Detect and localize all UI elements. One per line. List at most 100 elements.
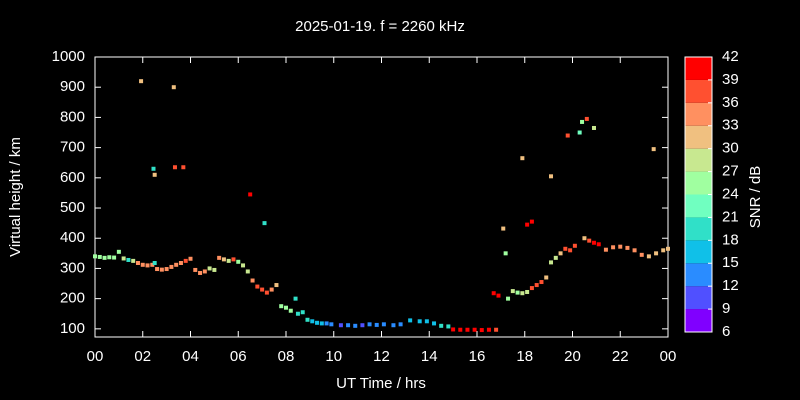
point	[529, 219, 534, 224]
y-tick-label: 300	[60, 259, 85, 276]
point	[152, 172, 157, 177]
point	[221, 257, 226, 262]
y-tick-label: 200	[60, 290, 85, 307]
point	[651, 147, 656, 152]
point	[245, 269, 250, 274]
point	[563, 246, 568, 251]
x-tick-label: 16	[469, 348, 486, 365]
x-tick-label: 08	[278, 348, 295, 365]
y-axis-label: Virtual height / km	[7, 137, 24, 257]
point	[515, 290, 520, 295]
colorbar-bin	[685, 102, 712, 126]
colorbar-tick-label: 18	[722, 231, 739, 248]
y-tick-label: 1000	[52, 48, 85, 65]
x-tick-label: 04	[182, 348, 199, 365]
point	[151, 166, 156, 171]
x-tick-label: 10	[325, 348, 342, 365]
point	[486, 327, 491, 332]
point	[591, 125, 596, 130]
x-tick-label: 14	[421, 348, 438, 365]
point	[391, 323, 396, 328]
point	[549, 260, 554, 265]
colorbar-bin	[685, 309, 712, 332]
point	[181, 165, 186, 170]
point	[577, 130, 582, 135]
colorbar-bin	[685, 240, 712, 264]
point	[169, 264, 174, 269]
point	[178, 260, 183, 265]
point	[408, 318, 413, 323]
point	[544, 275, 549, 280]
colorbar-tick-label: 36	[722, 94, 739, 111]
colorbar-bin	[685, 286, 712, 310]
point	[654, 251, 659, 256]
point	[661, 248, 666, 253]
colorbar-tick-label: 6	[722, 323, 730, 340]
point	[646, 254, 651, 259]
point	[288, 308, 293, 313]
point	[172, 165, 177, 170]
x-tick-label: 06	[230, 348, 247, 365]
point	[525, 289, 530, 294]
point	[212, 267, 217, 272]
y-tick-label: 600	[60, 169, 85, 186]
point	[603, 247, 608, 252]
point	[112, 255, 117, 260]
y-tick-label: 500	[60, 199, 85, 216]
point	[491, 291, 496, 296]
point	[183, 258, 188, 263]
point	[553, 255, 558, 260]
point	[346, 323, 351, 328]
point	[439, 323, 444, 328]
colorbar-tick-label: 30	[722, 140, 739, 157]
point	[207, 266, 212, 271]
point	[255, 284, 260, 289]
point	[139, 79, 144, 84]
x-tick-label: 22	[612, 348, 629, 365]
point	[188, 256, 193, 261]
point	[279, 304, 284, 309]
x-tick-label: 12	[373, 348, 390, 365]
point	[226, 258, 231, 263]
point	[305, 317, 310, 322]
point	[241, 263, 246, 268]
point	[534, 283, 539, 288]
point	[501, 226, 506, 231]
point	[121, 256, 126, 261]
point	[596, 242, 601, 247]
point	[525, 222, 530, 227]
point	[424, 319, 429, 324]
point	[398, 322, 403, 327]
y-tick-label: 900	[60, 78, 85, 95]
point	[319, 321, 324, 326]
point	[494, 327, 499, 332]
point	[520, 291, 525, 296]
point	[496, 293, 501, 298]
colorbar-bin	[685, 148, 712, 172]
point	[315, 320, 320, 325]
point	[116, 249, 121, 254]
x-axis-label: UT Time / hrs	[336, 375, 426, 392]
point	[539, 280, 544, 285]
point	[262, 221, 267, 226]
point	[587, 238, 592, 243]
point	[193, 267, 198, 272]
x-tick-label: 02	[134, 348, 151, 365]
point	[568, 248, 573, 253]
colorbar-bin	[685, 57, 712, 80]
point	[174, 262, 179, 267]
y-tick-label: 700	[60, 139, 85, 156]
x-tick-label: 20	[564, 348, 581, 365]
point	[231, 257, 236, 262]
point	[465, 327, 470, 332]
point	[102, 255, 107, 260]
point	[131, 258, 136, 263]
point	[293, 296, 298, 301]
point	[625, 245, 630, 250]
colorbar-tick-label: 9	[722, 300, 730, 317]
point	[284, 305, 288, 310]
point	[145, 263, 150, 268]
point	[269, 287, 274, 292]
point	[150, 262, 155, 267]
point	[236, 259, 241, 264]
